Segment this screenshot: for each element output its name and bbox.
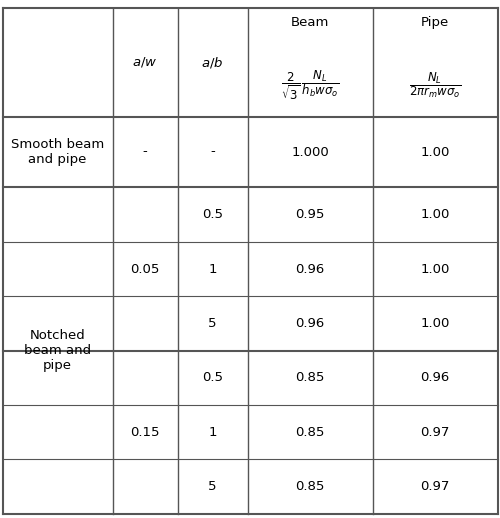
Text: $\dfrac{N_L}{2\pi r_m w\sigma_o}$: $\dfrac{N_L}{2\pi r_m w\sigma_o}$: [409, 70, 461, 100]
Text: -: -: [210, 146, 215, 159]
Text: 1: 1: [208, 263, 217, 276]
Text: 1.00: 1.00: [420, 317, 450, 330]
Text: 0.05: 0.05: [130, 263, 160, 276]
Text: 1.00: 1.00: [420, 208, 450, 221]
Text: 0.85: 0.85: [296, 480, 324, 493]
Text: 0.95: 0.95: [296, 208, 324, 221]
Text: 0.5: 0.5: [202, 208, 223, 221]
Text: Notched
beam and
pipe: Notched beam and pipe: [24, 329, 91, 372]
Text: Beam: Beam: [291, 16, 329, 29]
Text: -: -: [142, 146, 148, 159]
Text: 0.97: 0.97: [420, 426, 450, 439]
Text: 0.85: 0.85: [296, 371, 324, 384]
Text: Pipe: Pipe: [421, 16, 449, 29]
Text: 0.96: 0.96: [296, 317, 324, 330]
Text: 1.00: 1.00: [420, 263, 450, 276]
Text: 5: 5: [208, 317, 217, 330]
Text: 0.97: 0.97: [420, 480, 450, 493]
Text: 1.000: 1.000: [291, 146, 329, 159]
Text: 0.96: 0.96: [420, 371, 450, 384]
Text: $a/b$: $a/b$: [202, 55, 224, 70]
Text: 0.85: 0.85: [296, 426, 324, 439]
Text: Smooth beam
and pipe: Smooth beam and pipe: [11, 138, 104, 166]
Text: 1: 1: [208, 426, 217, 439]
Text: 1.00: 1.00: [420, 146, 450, 159]
Text: 0.5: 0.5: [202, 371, 223, 384]
Text: 0.15: 0.15: [130, 426, 160, 439]
Text: 5: 5: [208, 480, 217, 493]
Text: $a/w$: $a/w$: [132, 55, 158, 69]
Text: $\dfrac{2}{\sqrt{3}}\,\dfrac{N_L}{h_b w\sigma_o}$: $\dfrac{2}{\sqrt{3}}\,\dfrac{N_L}{h_b w\…: [281, 69, 339, 102]
Text: 0.96: 0.96: [296, 263, 324, 276]
